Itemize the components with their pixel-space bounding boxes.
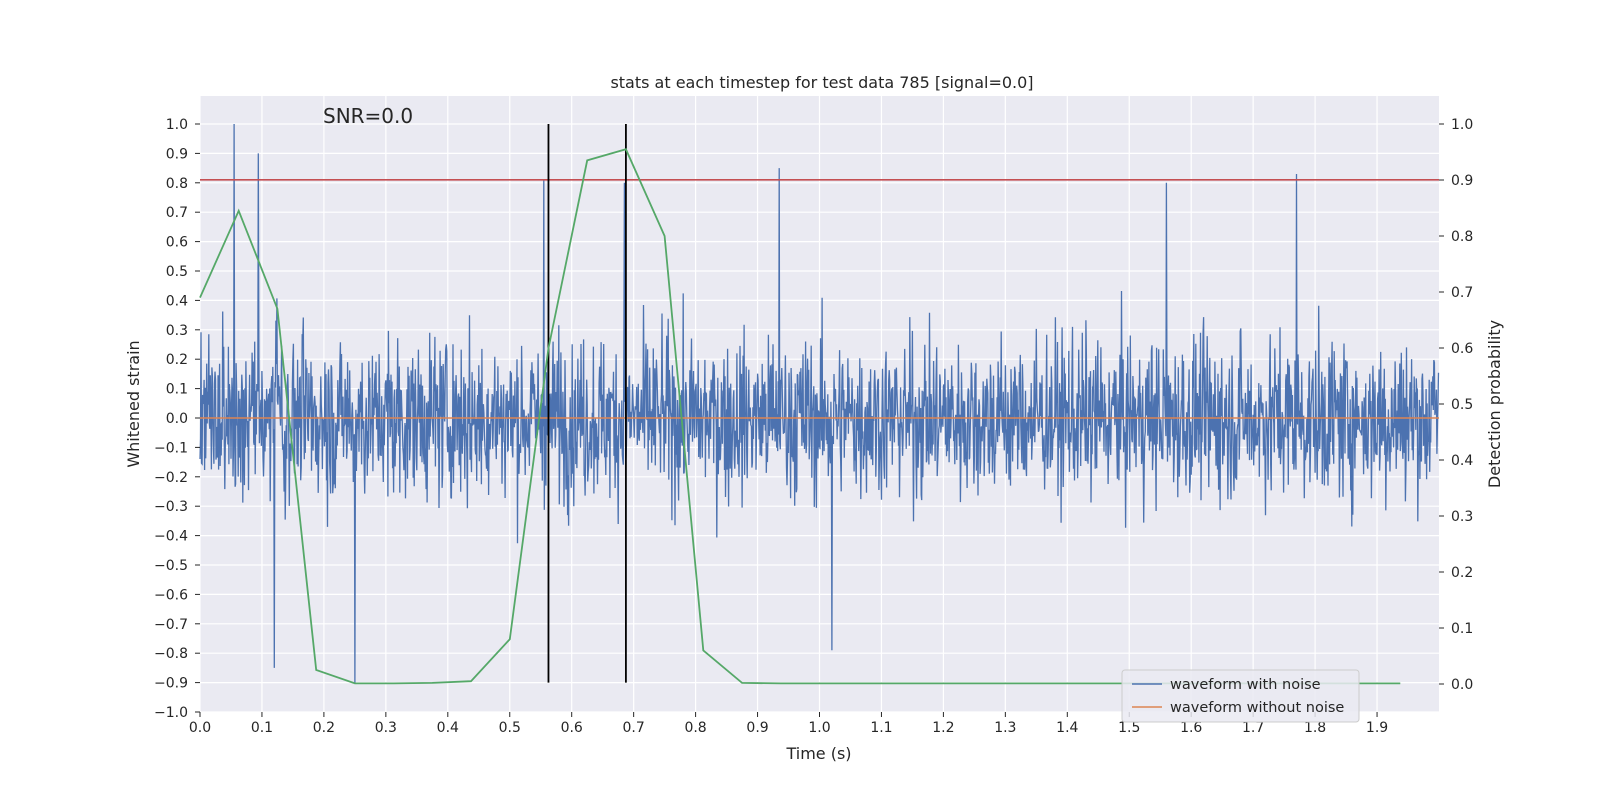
y-tick-label: −0.3 xyxy=(154,499,188,515)
marks-layer xyxy=(199,124,1439,685)
chart-title: stats at each timestep for test data 785… xyxy=(610,73,1033,92)
y-tick-label: 0.9 xyxy=(166,146,188,162)
x-tick-label: 0.9 xyxy=(746,720,768,736)
y-tick-label: −0.5 xyxy=(154,558,188,574)
y-tick-label: −0.9 xyxy=(154,676,188,692)
x-tick-label: 0.7 xyxy=(623,720,645,736)
x-tick-label: 1.1 xyxy=(870,720,892,736)
x-tick-label: 0.2 xyxy=(313,720,335,736)
legend-label-noise: waveform with noise xyxy=(1170,677,1321,693)
y2-tick-label: 0.9 xyxy=(1451,173,1473,189)
x-tick-label: 0.4 xyxy=(437,720,459,736)
x-tick-label: 1.4 xyxy=(1056,720,1078,736)
y-tick-label: 1.0 xyxy=(166,117,188,133)
y2-tick-label: 1.0 xyxy=(1451,117,1473,133)
x-tick-label: 1.2 xyxy=(932,720,954,736)
y-tick-label: −0.4 xyxy=(154,529,188,545)
y-tick-label: 0.1 xyxy=(166,382,188,398)
x-tick-label: 0.8 xyxy=(684,720,706,736)
y-tick-label: −0.7 xyxy=(154,617,188,633)
y-tick-label: −1.0 xyxy=(154,705,188,721)
waveform-with-noise-line xyxy=(199,123,1440,683)
y-tick-label: −0.2 xyxy=(154,470,188,486)
y-tick-label: 0.5 xyxy=(166,264,188,280)
legend: waveform with noise waveform without noi… xyxy=(1121,669,1360,723)
y2-tick-label: 0.6 xyxy=(1451,341,1473,357)
y-tick-label: −0.8 xyxy=(154,646,188,662)
x-tick-label: 1.9 xyxy=(1366,720,1388,736)
x-tick-label: 1.6 xyxy=(1180,720,1202,736)
y-tick-label: 0.2 xyxy=(166,352,188,368)
y-tick-label: 0.4 xyxy=(166,293,188,309)
x-axis-label: Time (s) xyxy=(785,744,851,763)
x-tick-label: 0.3 xyxy=(375,720,397,736)
x-tick-label: 0.6 xyxy=(561,720,583,736)
y2-tick-label: 0.4 xyxy=(1451,453,1473,469)
y2-axis-label: Detection probability xyxy=(1485,320,1504,488)
y-tick-label: −0.1 xyxy=(154,440,188,456)
x-tick-label: 0.5 xyxy=(499,720,521,736)
grid xyxy=(199,96,1439,713)
y2-tick-label: 0.8 xyxy=(1451,229,1473,245)
y2-tick-label: 0.0 xyxy=(1451,677,1473,693)
y2-tick-label: 0.3 xyxy=(1451,509,1473,525)
x-tick-label: 1.7 xyxy=(1242,720,1264,736)
x-tick-label: 1.3 xyxy=(994,720,1016,736)
y-axis-label: Whitened strain xyxy=(124,340,143,467)
noise-series xyxy=(199,123,1440,683)
y2-tick-label: 0.7 xyxy=(1451,285,1473,301)
x-tick-label: 0.0 xyxy=(189,720,211,736)
legend-label-clean: waveform without noise xyxy=(1170,700,1344,716)
x-tick-label: 1.0 xyxy=(808,720,830,736)
y-tick-label: 0.3 xyxy=(166,323,188,339)
axes-layer: 0.0 0.1 0.2 0.3 0.4 0.5 0.6 0.7 0.8 0.9 1.0 1.1 1.2 1… xyxy=(154,117,1473,736)
y-tick-label: 0.8 xyxy=(166,176,188,192)
y-tick-label: 0.7 xyxy=(166,205,188,221)
y-tick-label: −0.6 xyxy=(154,587,188,603)
x-tick-label: 1.5 xyxy=(1118,720,1140,736)
y-tick-label: 0.0 xyxy=(166,411,188,427)
y-tick-label: 0.6 xyxy=(166,235,188,251)
legend-box xyxy=(1121,669,1360,723)
x-tick-label: 0.1 xyxy=(251,720,273,736)
y2-tick-label: 0.1 xyxy=(1451,621,1473,637)
y2-tick-label: 0.2 xyxy=(1451,565,1473,581)
snr-annotation: SNR=0.0 xyxy=(323,104,413,128)
y2-tick-label: 0.5 xyxy=(1451,397,1473,413)
x-tick-label: 1.8 xyxy=(1304,720,1326,736)
